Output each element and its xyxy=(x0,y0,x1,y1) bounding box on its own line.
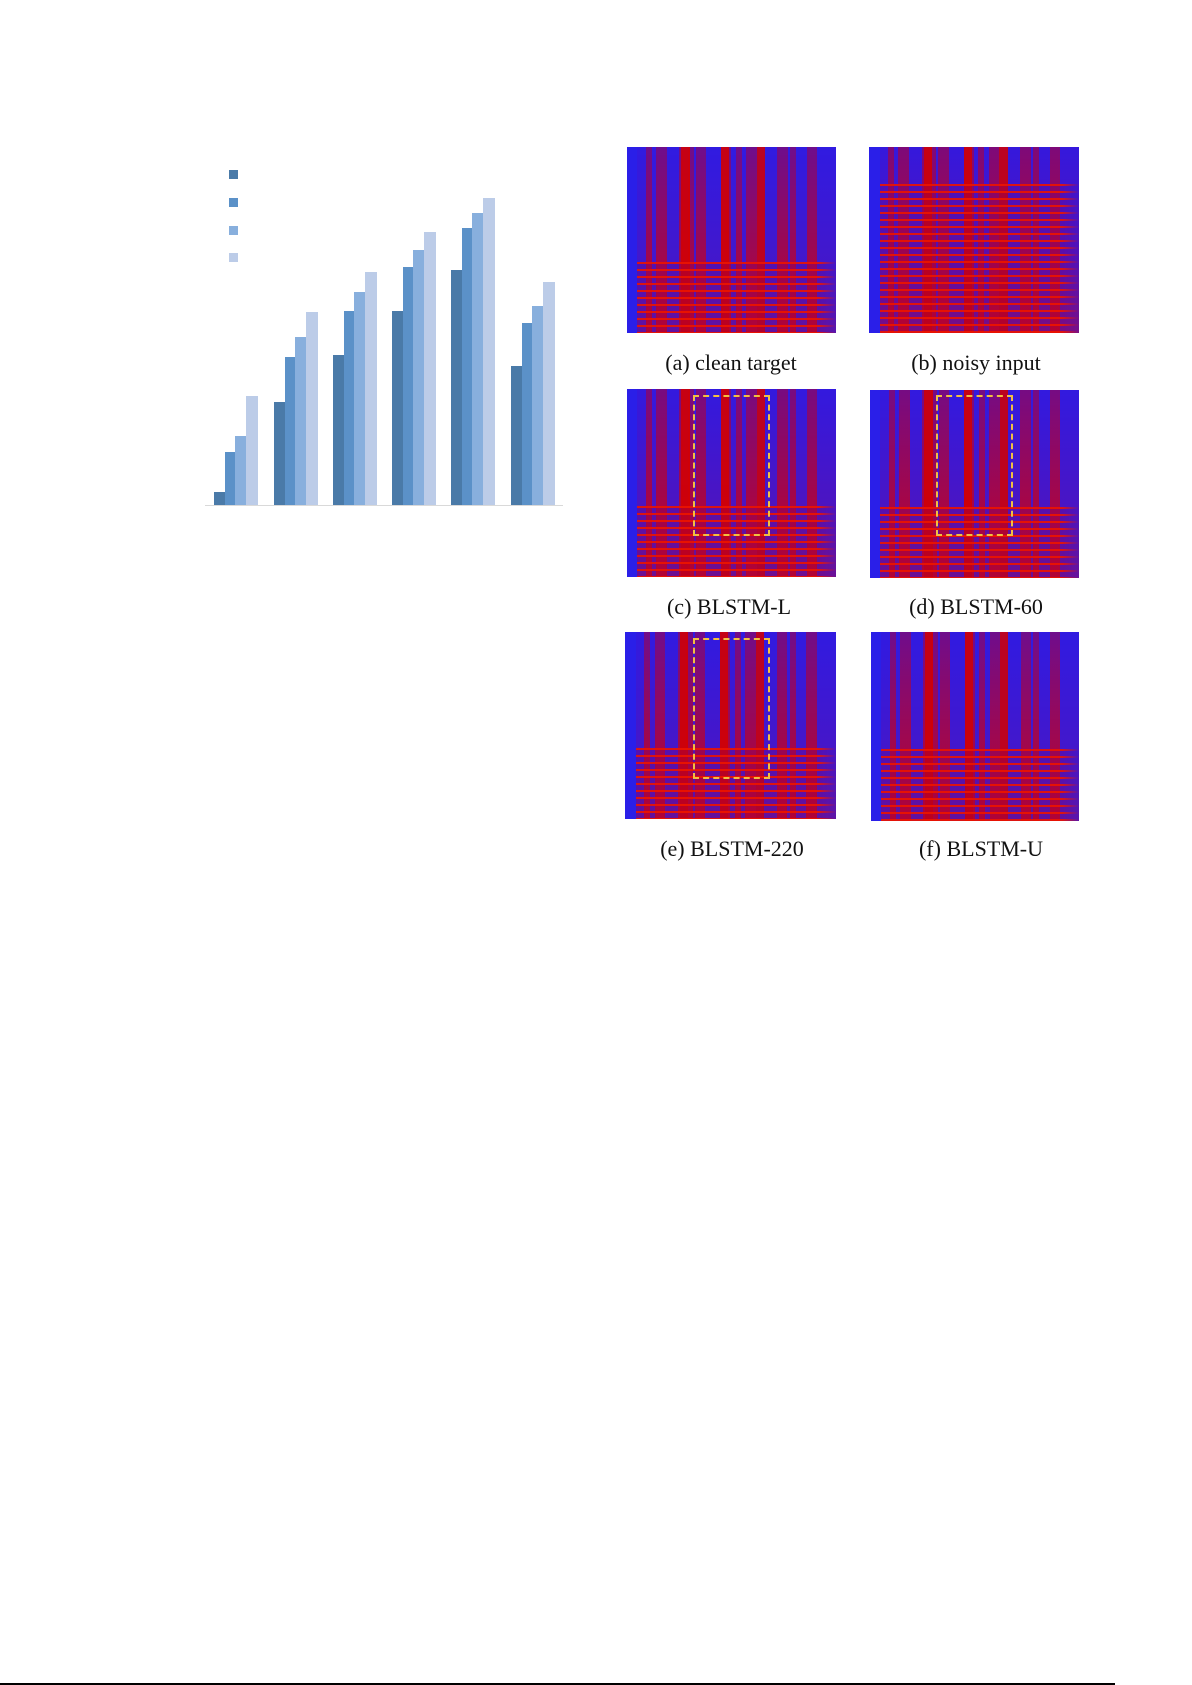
spectrogram-panel-d xyxy=(870,390,1079,578)
page-footer-rule xyxy=(0,1683,1115,1685)
highlight-box-e xyxy=(693,638,770,779)
spectrogram-panel-f xyxy=(871,632,1079,821)
bar-g2-series-3 xyxy=(295,337,306,505)
spectrogram-panel-a xyxy=(627,147,836,333)
bar-g2-series-4 xyxy=(306,312,318,505)
legend-swatch-series-2 xyxy=(229,198,238,207)
legend-swatch-series-4 xyxy=(229,253,238,262)
bar-g3-series-1 xyxy=(333,355,344,505)
bar-g4-series-4 xyxy=(424,232,436,505)
caption-f: (f) BLSTM-U xyxy=(918,836,1044,861)
spectrogram-panel-b xyxy=(869,147,1079,333)
bar-g5-series-2 xyxy=(462,228,472,505)
highlight-box-c xyxy=(693,395,770,536)
bar-g2-series-2 xyxy=(285,357,295,505)
caption-a: (a) clean target xyxy=(665,350,797,375)
highlight-box-d xyxy=(936,395,1013,536)
bar-g6-series-2 xyxy=(522,323,532,505)
caption-d: (d) BLSTM-60 xyxy=(909,594,1043,619)
bar-g5-series-1 xyxy=(451,270,462,505)
bar-g5-series-3 xyxy=(472,213,483,505)
caption-e: (e) BLSTM-220 xyxy=(660,836,804,861)
chart-baseline xyxy=(205,505,563,506)
bar-g2-series-1 xyxy=(274,402,285,505)
bar-g5-series-4 xyxy=(483,198,495,505)
bar-g6-series-4 xyxy=(543,282,555,505)
spectrogram-panel-c xyxy=(627,389,836,577)
bar-g3-series-2 xyxy=(344,311,354,505)
spectrogram-panel-e xyxy=(625,632,836,819)
legend-swatch-series-1 xyxy=(229,170,238,179)
bar-g3-series-4 xyxy=(365,272,377,505)
bar-g1-series-1 xyxy=(214,492,225,505)
bar-g1-series-2 xyxy=(225,452,235,505)
bar-g3-series-3 xyxy=(354,292,365,505)
bar-g4-series-2 xyxy=(403,267,413,505)
caption-b: (b) noisy input xyxy=(911,350,1041,375)
bar-chart xyxy=(0,0,600,520)
bar-g6-series-1 xyxy=(511,366,522,505)
bar-g1-series-3 xyxy=(235,436,246,505)
bar-g1-series-4 xyxy=(246,396,258,505)
legend-swatch-series-3 xyxy=(229,226,238,235)
bar-g6-series-3 xyxy=(532,306,543,505)
bar-g4-series-1 xyxy=(392,311,403,505)
bar-g4-series-3 xyxy=(413,250,424,505)
caption-c: (c) BLSTM-L xyxy=(666,594,792,619)
